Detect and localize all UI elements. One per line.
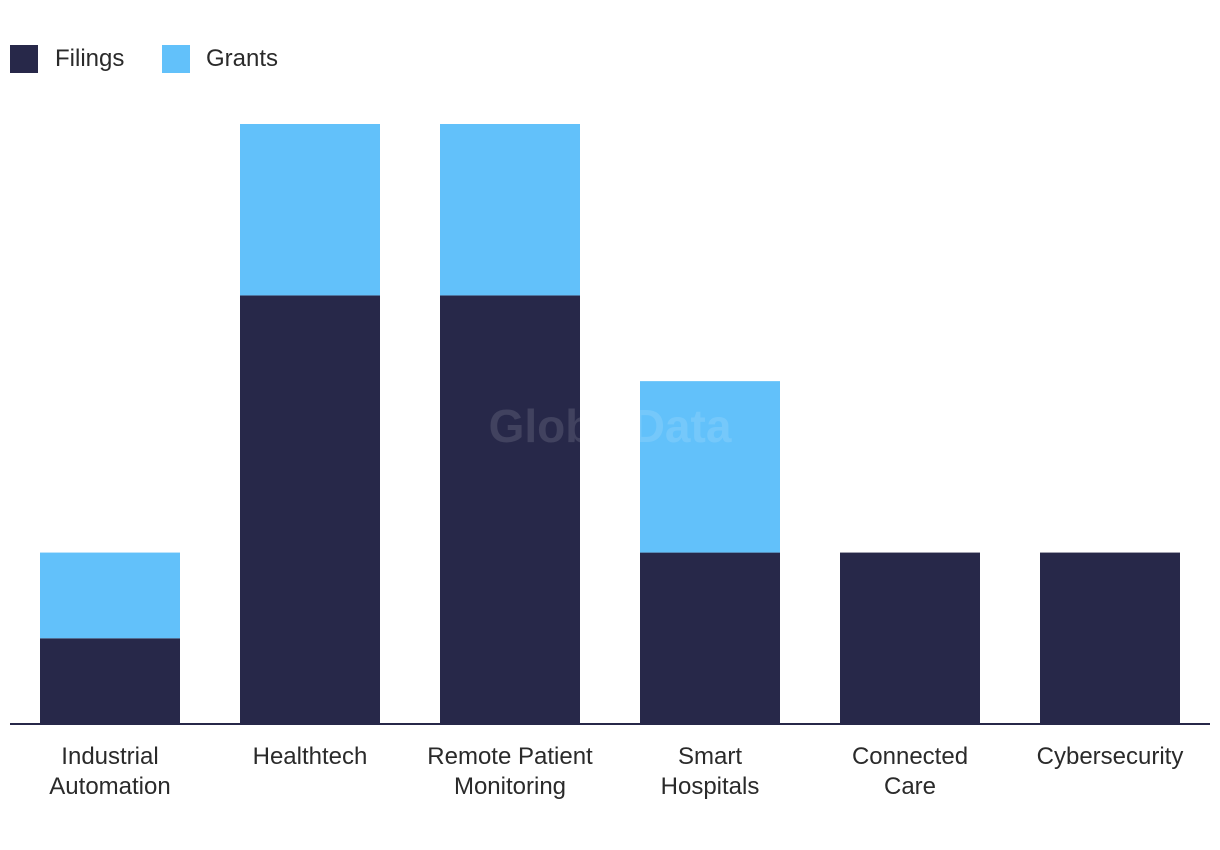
bar-filings-connected-care <box>840 552 980 724</box>
watermark: GlobalData <box>489 400 732 452</box>
category-labels: Industrial Automation Healthtech Remote Pat… <box>49 743 1183 800</box>
category-label-industrial-automation-line-2: Automation <box>49 773 170 800</box>
bar-filings-remote-patient-monitoring <box>440 295 580 724</box>
category-label-connected-care-line-2: Care <box>884 773 936 800</box>
bar-grants-healthtech <box>240 124 380 296</box>
legend-label-grants: Grants <box>206 45 278 72</box>
category-label-healthtech: Healthtech <box>253 743 368 770</box>
category-label-remote-patient-monitoring-line-1: Remote Patient <box>427 743 593 770</box>
legend: Filings Grants <box>10 45 278 73</box>
bar-filings-healthtech <box>240 295 380 724</box>
category-label-cybersecurity: Cybersecurity <box>1037 743 1184 770</box>
legend-swatch-filings <box>10 45 38 73</box>
category-label-industrial-automation-line-1: Industrial <box>61 743 158 770</box>
bar-grants-remote-patient-monitoring <box>440 124 580 296</box>
bars <box>40 124 1180 724</box>
category-label-smart-hospitals-line-1: Smart <box>678 743 742 770</box>
category-label-remote-patient-monitoring-line-2: Monitoring <box>454 773 566 800</box>
category-label-smart-hospitals-line-2: Hospitals <box>661 773 760 800</box>
category-label-connected-care-line-1: Connected <box>852 743 968 770</box>
legend-label-filings: Filings <box>55 45 124 72</box>
bar-filings-industrial-automation <box>40 638 180 724</box>
bar-grants-industrial-automation <box>40 552 180 639</box>
bar-grants-smart-hospitals <box>640 381 780 553</box>
bar-filings-smart-hospitals <box>640 552 780 724</box>
bar-filings-cybersecurity <box>1040 552 1180 724</box>
legend-swatch-grants <box>162 45 190 73</box>
